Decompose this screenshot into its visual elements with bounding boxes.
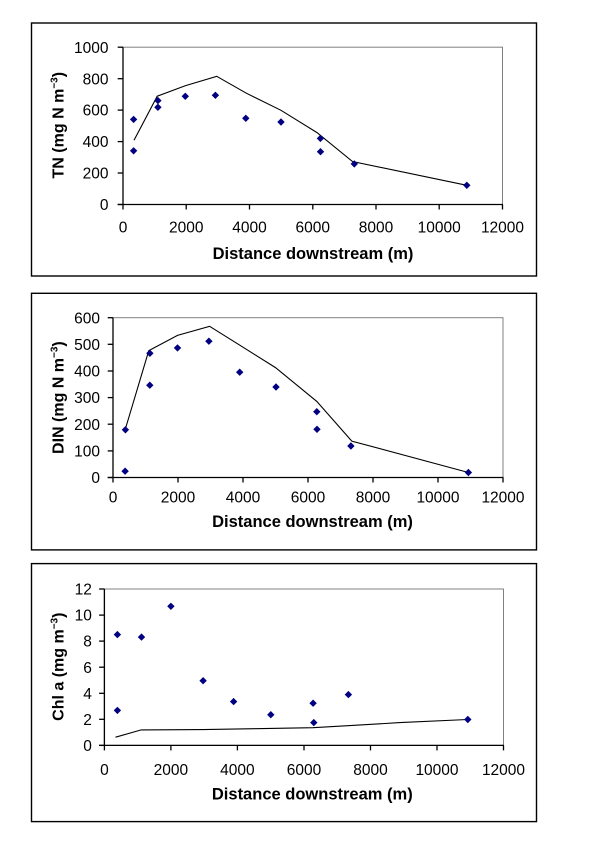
svg-text:Chl a (mg m−3): Chl a (mg m−3) <box>50 613 68 721</box>
svg-text:2000: 2000 <box>161 490 196 507</box>
svg-text:Distance downstream (m): Distance downstream (m) <box>212 785 413 803</box>
svg-text:800: 800 <box>83 71 109 88</box>
svg-text:8000: 8000 <box>356 490 391 507</box>
svg-text:10000: 10000 <box>415 762 458 779</box>
svg-text:300: 300 <box>74 390 100 407</box>
svg-text:6000: 6000 <box>287 762 322 779</box>
svg-text:12000: 12000 <box>481 490 524 507</box>
svg-text:1000: 1000 <box>74 40 109 57</box>
svg-text:400: 400 <box>74 364 100 381</box>
svg-text:200: 200 <box>83 166 109 183</box>
svg-text:TN (mg N m−3): TN (mg N m−3) <box>50 72 68 179</box>
svg-text:0: 0 <box>109 490 118 507</box>
svg-text:12000: 12000 <box>481 220 524 237</box>
svg-text:600: 600 <box>74 310 100 327</box>
svg-text:200: 200 <box>74 417 100 434</box>
svg-text:2000: 2000 <box>154 762 189 779</box>
svg-text:4: 4 <box>83 686 92 703</box>
svg-text:10000: 10000 <box>418 220 461 237</box>
svg-text:6000: 6000 <box>291 490 326 507</box>
svg-text:12000: 12000 <box>482 762 525 779</box>
svg-text:2: 2 <box>83 712 92 729</box>
svg-text:8000: 8000 <box>353 762 388 779</box>
svg-text:0: 0 <box>100 762 109 779</box>
svg-text:Distance downstream (m): Distance downstream (m) <box>213 245 414 263</box>
svg-text:4000: 4000 <box>220 762 255 779</box>
svg-text:10000: 10000 <box>416 490 459 507</box>
svg-text:4000: 4000 <box>226 490 261 507</box>
svg-text:8: 8 <box>83 634 92 651</box>
svg-text:500: 500 <box>74 337 100 354</box>
svg-text:10: 10 <box>75 608 93 625</box>
svg-text:0: 0 <box>83 738 92 755</box>
svg-text:600: 600 <box>83 103 109 120</box>
svg-text:0: 0 <box>91 470 100 487</box>
svg-text:2000: 2000 <box>169 220 204 237</box>
svg-text:6: 6 <box>83 660 92 677</box>
svg-text:0: 0 <box>119 220 128 237</box>
svg-text:0: 0 <box>100 197 109 214</box>
svg-text:12: 12 <box>75 582 92 599</box>
svg-text:400: 400 <box>83 134 109 151</box>
svg-text:Distance downstream (m): Distance downstream (m) <box>212 513 413 531</box>
svg-text:6000: 6000 <box>296 220 331 237</box>
svg-text:4000: 4000 <box>232 220 267 237</box>
svg-text:100: 100 <box>74 444 100 461</box>
svg-text:DIN (mg N m−3): DIN (mg N m−3) <box>50 341 68 454</box>
svg-text:8000: 8000 <box>359 220 394 237</box>
